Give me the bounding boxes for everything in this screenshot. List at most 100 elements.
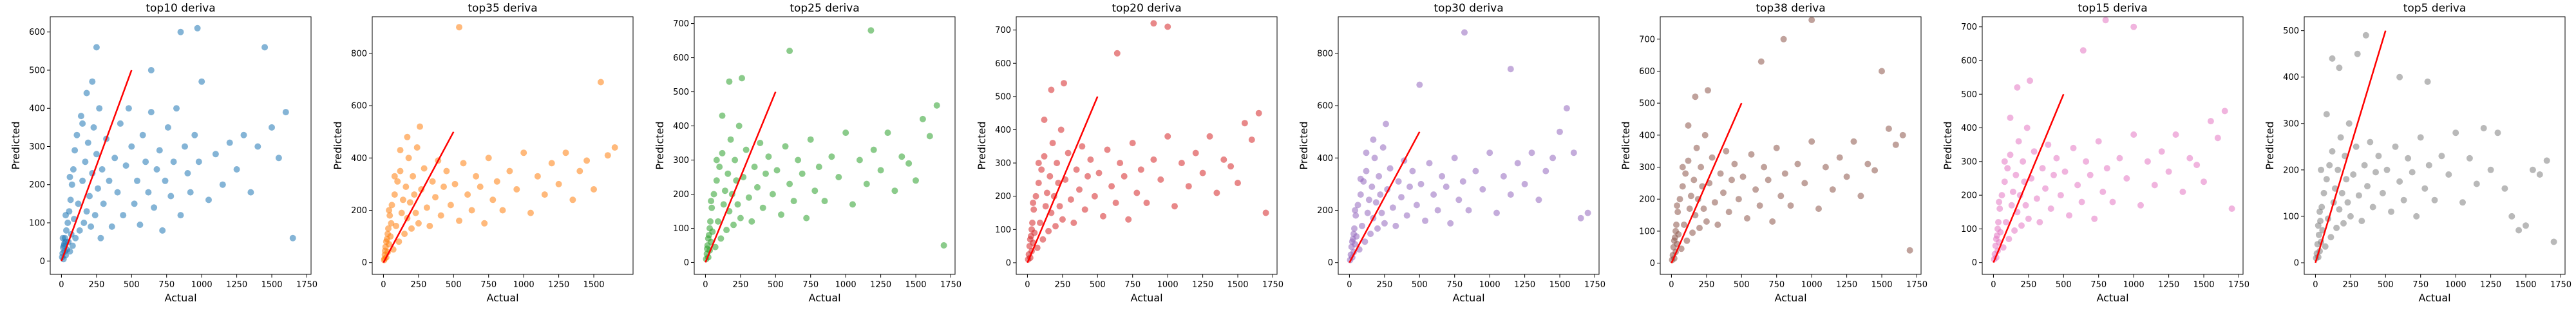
data-point bbox=[2078, 198, 2085, 205]
data-point bbox=[1709, 154, 1716, 161]
data-point bbox=[219, 181, 226, 188]
data-point bbox=[2050, 171, 2057, 178]
x-tick-label: 1750 bbox=[1262, 280, 1283, 290]
x-tick-label: 1500 bbox=[583, 280, 604, 290]
data-point bbox=[719, 112, 726, 119]
data-point bbox=[1479, 186, 1486, 193]
y-tick-label: 700 bbox=[1639, 35, 1655, 44]
data-point bbox=[184, 170, 191, 176]
x-tick-label: 500 bbox=[768, 280, 784, 290]
data-point bbox=[1430, 191, 1437, 198]
data-point bbox=[2396, 73, 2403, 80]
x-tick-label: 750 bbox=[2090, 280, 2107, 290]
data-point bbox=[1035, 180, 1042, 187]
data-point bbox=[1500, 173, 1507, 180]
data-point bbox=[790, 198, 797, 205]
y-tick-label: 0 bbox=[1972, 258, 1977, 268]
data-point bbox=[597, 79, 604, 86]
data-point bbox=[391, 173, 398, 180]
data-point bbox=[83, 90, 90, 97]
data-point bbox=[2316, 208, 2323, 215]
data-point bbox=[1451, 155, 1458, 162]
data-point bbox=[569, 196, 576, 204]
y-tick-label: 500 bbox=[673, 88, 689, 97]
y-tick-label: 0 bbox=[1328, 258, 1333, 268]
data-point bbox=[1693, 144, 1700, 151]
data-point bbox=[2473, 180, 2480, 187]
data-point bbox=[1443, 184, 1450, 190]
reference-line bbox=[383, 131, 455, 263]
y-axis-label: Predicted bbox=[1620, 121, 1632, 169]
data-point bbox=[1455, 196, 1463, 204]
data-point bbox=[757, 140, 764, 146]
data-point bbox=[762, 170, 769, 177]
data-point bbox=[1685, 122, 1692, 129]
data-point bbox=[70, 166, 77, 173]
data-point bbox=[440, 184, 447, 190]
data-point bbox=[2336, 64, 2343, 71]
data-point bbox=[397, 167, 404, 175]
data-point bbox=[706, 225, 713, 232]
y-axis-label: Predicted bbox=[1942, 121, 1954, 169]
data-point bbox=[2228, 205, 2235, 212]
data-point bbox=[2333, 224, 2340, 231]
data-point bbox=[2369, 204, 2376, 211]
chart-title: top25 deriva bbox=[790, 2, 859, 15]
data-point bbox=[2322, 243, 2329, 250]
data-point bbox=[117, 120, 124, 127]
data-point bbox=[1426, 160, 1433, 167]
data-point bbox=[83, 208, 90, 215]
data-point bbox=[2158, 148, 2165, 155]
data-point bbox=[782, 143, 789, 150]
data-point bbox=[2103, 165, 2110, 172]
data-point bbox=[1087, 156, 1094, 163]
data-point bbox=[1703, 218, 1710, 225]
data-point bbox=[2123, 175, 2130, 182]
data-point bbox=[2409, 169, 2416, 176]
data-point bbox=[408, 225, 415, 232]
data-point bbox=[481, 220, 488, 227]
data-point bbox=[754, 184, 761, 191]
y-tick-label: 0 bbox=[40, 257, 45, 267]
data-point bbox=[205, 196, 212, 204]
data-point bbox=[464, 191, 471, 198]
data-point bbox=[226, 139, 233, 146]
plot-frame bbox=[694, 16, 956, 275]
data-point bbox=[1808, 17, 1815, 23]
data-point bbox=[2047, 205, 2054, 212]
y-axis-label: Predicted bbox=[10, 121, 22, 169]
data-point bbox=[269, 124, 275, 131]
data-point bbox=[2550, 238, 2557, 245]
y-tick-label: 600 bbox=[673, 53, 689, 63]
data-point bbox=[447, 202, 454, 209]
data-point bbox=[743, 146, 750, 153]
data-point bbox=[1685, 157, 1692, 164]
data-point bbox=[884, 129, 891, 137]
data-point bbox=[1752, 186, 1759, 193]
data-point bbox=[2061, 168, 2069, 175]
data-point bbox=[1871, 167, 1879, 174]
data-point bbox=[2201, 178, 2207, 185]
data-point bbox=[1363, 167, 1370, 175]
data-point bbox=[1206, 133, 1213, 140]
data-point bbox=[67, 196, 74, 204]
data-point bbox=[2323, 111, 2330, 118]
y-tick-label: 200 bbox=[1961, 191, 1977, 201]
data-point bbox=[2459, 199, 2466, 206]
data-point bbox=[2344, 199, 2351, 206]
data-point bbox=[1381, 220, 1388, 227]
data-point bbox=[1584, 209, 1591, 216]
data-point bbox=[1370, 136, 1377, 143]
data-point bbox=[1113, 50, 1121, 57]
data-point bbox=[429, 178, 436, 185]
data-point bbox=[1899, 131, 1906, 138]
chart-title: top35 deriva bbox=[468, 2, 537, 15]
data-point bbox=[233, 166, 240, 173]
data-point bbox=[2445, 171, 2452, 178]
data-point bbox=[82, 158, 89, 166]
data-point bbox=[2012, 171, 2020, 178]
data-point bbox=[212, 151, 219, 158]
data-point bbox=[2315, 222, 2322, 229]
data-point bbox=[2421, 185, 2429, 192]
y-tick-label: 500 bbox=[1639, 99, 1655, 109]
